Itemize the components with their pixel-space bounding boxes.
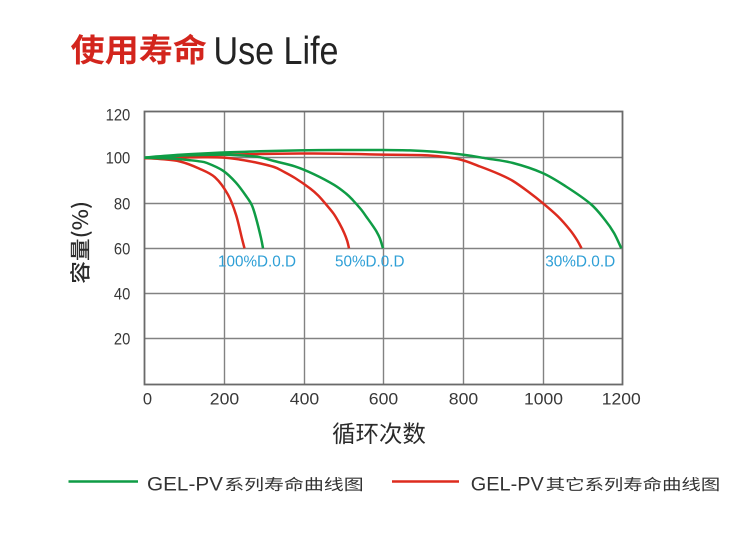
svg-text:100: 100 xyxy=(106,150,131,168)
svg-text:200: 200 xyxy=(210,391,239,409)
svg-text:600: 600 xyxy=(369,391,398,409)
svg-text:120: 120 xyxy=(106,107,131,125)
svg-text:0: 0 xyxy=(143,391,152,409)
svg-text:40: 40 xyxy=(114,286,130,304)
svg-text:100%D.0.D: 100%D.0.D xyxy=(218,254,296,271)
svg-text:GEL-PV: GEL-PV xyxy=(471,475,544,496)
svg-text:60: 60 xyxy=(114,241,130,259)
svg-text:800: 800 xyxy=(449,391,478,409)
svg-text:80: 80 xyxy=(114,196,130,214)
svg-text:30%D.0.D: 30%D.0.D xyxy=(545,254,615,271)
svg-text:1000: 1000 xyxy=(524,391,563,409)
svg-text:GEL-PV: GEL-PV xyxy=(147,475,223,496)
svg-text:20: 20 xyxy=(114,331,130,349)
svg-text:1200: 1200 xyxy=(602,391,641,409)
svg-text:400: 400 xyxy=(290,391,319,409)
svg-text:Use Life: Use Life xyxy=(214,30,339,73)
svg-text:50%D.0.D: 50%D.0.D xyxy=(335,254,405,271)
